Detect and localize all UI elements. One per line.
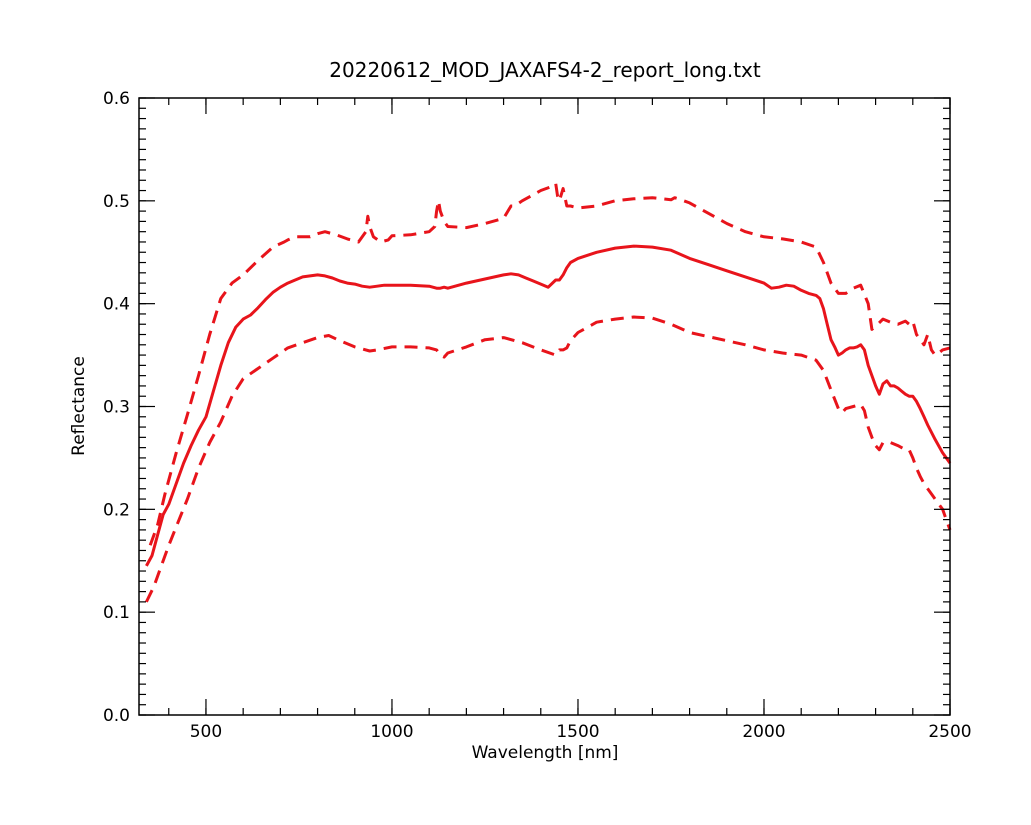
x-tick-label: 2000 (742, 722, 785, 742)
x-tick-label: 2500 (928, 722, 971, 742)
y-tick-label: 0.1 (103, 603, 130, 623)
chart-title: 20220612_MOD_JAXAFS4-2_report_long.txt (329, 58, 761, 82)
y-tick-label: 0.3 (103, 398, 130, 418)
x-tick-label: 500 (190, 722, 222, 742)
y-tick-label: 0.4 (103, 295, 130, 315)
plot-frame (138, 97, 951, 716)
y-tick-label: 0.6 (103, 89, 130, 109)
upper-bound-dashed-line (148, 181, 951, 546)
mean-solid-line (145, 244, 952, 567)
x-axis-label: Wavelength [nm] (472, 743, 619, 763)
y-axis-label: Reflectance (69, 356, 89, 456)
axis-ticks: 500 1000 1500 2000 2500 0.0 0.1 0.2 0.3 0.4 0.5 0.6 (103, 89, 972, 742)
y-tick-label: 0.5 (103, 192, 130, 212)
x-tick-label: 1000 (370, 722, 413, 742)
series-layer (145, 181, 952, 603)
y-tick-label: 0.2 (103, 500, 130, 520)
lower-bound-dashed-line (145, 315, 952, 603)
x-tick-label: 1500 (556, 722, 599, 742)
y-tick-label: 0.0 (103, 706, 130, 726)
